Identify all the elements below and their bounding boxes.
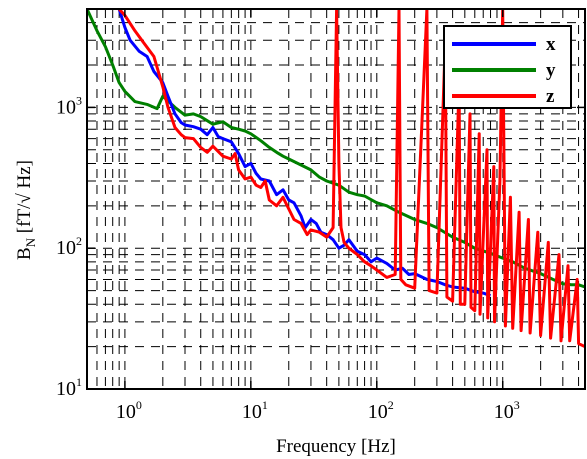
x-tick-label: 103 (494, 398, 520, 423)
y-tick-label: 102 (56, 234, 82, 259)
x-tick-label: 101 (242, 398, 268, 423)
tick-marks (87, 9, 585, 390)
series-line-x (117, 9, 492, 298)
plot-frame (86, 8, 586, 390)
series-layer (87, 9, 585, 348)
x-tick-label: 102 (368, 398, 394, 423)
tick-labels: 100 101 102 103 101 102 103 (56, 93, 520, 423)
x-axis-label: Frequency [Hz] (276, 436, 396, 457)
svg-text:BN [fT/√ Hz]: BN [fT/√ Hz] (14, 160, 38, 260)
legend-label-z: z (546, 86, 555, 107)
y-tick-label: 103 (56, 93, 82, 118)
legend: xyz (443, 25, 572, 109)
legend-label-y: y (546, 60, 556, 81)
y-axis-label: BN [fT/√ Hz] (14, 160, 38, 260)
series-line-z (117, 9, 585, 348)
y-tick-label: 101 (56, 375, 82, 400)
legend-label-x: x (546, 34, 556, 55)
x-tick-label: 100 (116, 398, 142, 423)
